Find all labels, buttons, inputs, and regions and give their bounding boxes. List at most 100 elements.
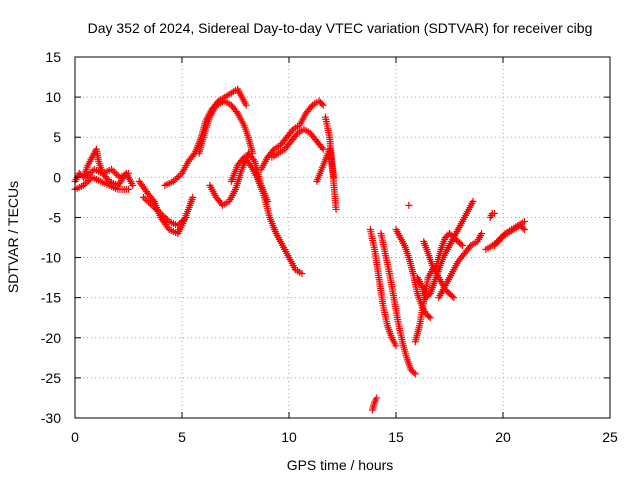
y-tick-label: -30 — [41, 410, 61, 426]
data-point — [111, 169, 119, 177]
series-track-n — [366, 225, 400, 350]
data-point — [173, 174, 181, 182]
data-point — [151, 205, 159, 213]
data-point — [292, 131, 300, 139]
data-point — [146, 200, 154, 208]
data-point — [85, 177, 93, 185]
y-tick-label: 0 — [53, 169, 61, 185]
series-track-v — [435, 229, 486, 302]
y-tick-label: 10 — [45, 89, 61, 105]
data-point — [158, 211, 166, 219]
data-point — [149, 196, 157, 204]
data-point — [478, 229, 486, 237]
data-point — [174, 221, 182, 229]
series-track-k — [268, 125, 327, 161]
data-point — [81, 180, 89, 188]
data-point — [332, 205, 340, 213]
series-track-b — [71, 173, 132, 193]
data-point — [85, 170, 93, 178]
data-point — [141, 195, 149, 203]
y-axis-label: SDTVAR / TECUs — [5, 181, 21, 293]
x-axis-label: GPS time / hours — [287, 457, 394, 473]
data-point — [249, 156, 257, 164]
data-point — [457, 240, 465, 248]
x-tick-label: 0 — [71, 429, 79, 445]
x-tick-label: 10 — [281, 429, 297, 445]
data-point — [426, 314, 434, 322]
data-point — [177, 218, 185, 226]
data-point — [520, 217, 528, 225]
data-point — [458, 242, 466, 250]
data-point — [107, 165, 115, 173]
data-point — [469, 197, 477, 205]
data-point — [298, 270, 306, 278]
data-point — [109, 167, 117, 175]
series-track-w — [486, 209, 498, 221]
data-point — [83, 172, 91, 180]
series-track-r — [405, 201, 413, 209]
plot-frame — [74, 56, 611, 419]
y-tick-label: -25 — [41, 370, 61, 386]
data-point — [171, 176, 179, 184]
data-point — [288, 127, 296, 135]
y-tick-label: -20 — [41, 330, 61, 346]
data-point — [114, 172, 122, 180]
y-tick-label: 5 — [53, 129, 61, 145]
data-point — [190, 151, 198, 159]
data-point — [307, 103, 315, 111]
data-point — [148, 201, 156, 209]
data-point — [163, 216, 171, 224]
data-point — [153, 206, 161, 214]
data-point — [410, 369, 418, 377]
y-tick-label: -10 — [41, 250, 61, 266]
data-point — [175, 173, 183, 181]
data-point — [319, 101, 327, 109]
data-point — [466, 243, 474, 251]
data-point — [80, 181, 88, 189]
series-track-p — [377, 229, 419, 378]
series-track-o — [368, 394, 381, 414]
data-point — [318, 144, 326, 152]
data-point — [83, 178, 91, 186]
data-point — [181, 215, 189, 223]
data-point — [139, 193, 147, 201]
series-track-m — [321, 113, 340, 213]
data-point — [242, 101, 250, 109]
data-point — [143, 197, 151, 205]
data-point — [150, 203, 158, 211]
data-point — [520, 225, 528, 233]
data-point — [405, 201, 413, 209]
data-point — [169, 177, 177, 185]
grid-layer — [75, 57, 610, 418]
y-tick-label: 15 — [45, 49, 61, 65]
data-point — [155, 208, 163, 216]
points-layer — [71, 85, 528, 414]
labels-layer: 0 5 10 15 20 25 -30 -25 -20 -15 -10 -5 0 5 10 15 — [41, 49, 618, 445]
data-point — [160, 213, 168, 221]
series-track-h — [206, 149, 272, 209]
x-tick-label: 15 — [388, 429, 404, 445]
series-track-c — [82, 165, 132, 181]
data-point — [87, 169, 95, 177]
data-point — [86, 175, 94, 183]
data-point — [125, 169, 132, 177]
data-point — [89, 167, 97, 175]
series-track-q — [392, 225, 434, 322]
series-track-y — [490, 221, 528, 250]
data-point — [113, 170, 121, 178]
data-point — [232, 108, 240, 116]
data-point — [392, 342, 400, 350]
data-point — [157, 209, 165, 217]
data-point — [496, 235, 504, 243]
data-point — [519, 224, 527, 232]
data-point — [179, 217, 187, 225]
data-point — [411, 370, 419, 378]
data-point — [373, 394, 381, 402]
data-point — [425, 312, 433, 320]
data-point — [189, 193, 197, 201]
series-track-j — [257, 97, 327, 173]
data-point — [319, 145, 327, 153]
data-point — [125, 185, 132, 193]
data-point — [129, 181, 137, 189]
data-point — [82, 173, 90, 181]
